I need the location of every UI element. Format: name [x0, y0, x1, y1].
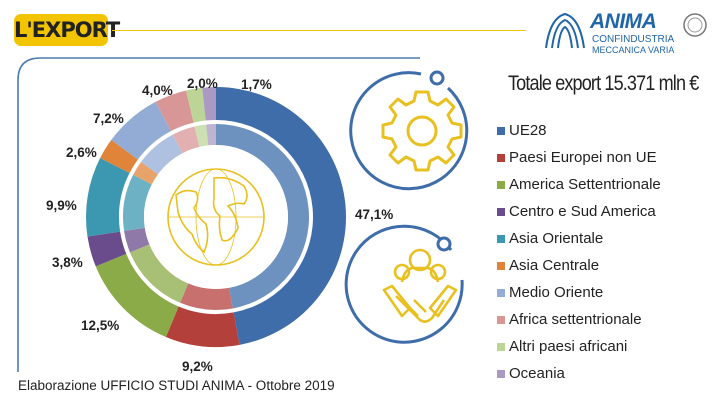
legend-item-asia-centrale: Asia Centrale: [497, 257, 707, 277]
donut-slice-asia-centrale: [100, 139, 138, 173]
donut-inner-slice-america-settentrionale: [129, 244, 189, 303]
value-label-asia-orientale: 9,9%: [46, 198, 77, 213]
footer-source: Elaborazione UFFICIO STUDI ANIMA - Ottob…: [18, 378, 335, 393]
legend-item-africa-settentrionale: Africa settentrionale: [497, 311, 707, 331]
legend-item-asia-orientale: Asia Orientale: [497, 230, 707, 250]
donut-inner-slice-medio-oriente: [141, 134, 183, 175]
logo-subtitle-2: MECCANICA VARIA: [592, 45, 675, 55]
value-label-centro-sud-america: 3,8%: [52, 255, 83, 270]
legend-item-centro-sud-america: Centro e Sud America: [497, 203, 707, 223]
donut-slice-asia-orientale: [86, 157, 130, 237]
donut-slice-medio-oriente: [111, 101, 171, 160]
legend-swatch: [497, 127, 505, 135]
donut-slice-centro-e-sud-america: [87, 231, 127, 267]
donut-inner-slice-paesi-europei-non-ue: [180, 283, 233, 310]
legend-swatch: [497, 235, 505, 243]
value-label-paesi-europei-non-ue: 9,2%: [182, 359, 213, 374]
donut-inner-slice-oceania: [206, 124, 216, 146]
handshake-icon: [344, 224, 464, 344]
legend-item-paesi-europei-non-ue: Paesi Europei non UE: [497, 149, 707, 169]
legend-item-oceania: Oceania: [497, 365, 707, 385]
legend-item-altri-paesi-africani: Altri paesi africani: [497, 338, 707, 358]
donut-inner-slice-ue28: [216, 124, 310, 309]
value-label-asia-centrale: 2,6%: [66, 145, 97, 160]
donut-inner-slice-altri-paesi-africani: [194, 124, 209, 147]
value-label-america-settentrionale: 12,5%: [81, 318, 120, 333]
donut-inner-slice-asia-orientale: [123, 174, 152, 231]
legend-item-medio-oriente: Medio Oriente: [497, 284, 707, 304]
donut-slice-paesi-europei-non-ue: [165, 306, 240, 347]
page-title: L'EXPORT: [14, 14, 120, 46]
donut-inner-slice-africa-settentrionale: [172, 126, 200, 154]
legend-item-ue28: UE28: [497, 122, 707, 142]
donut-slice-america-settentrionale: [95, 253, 179, 337]
legend-swatch: [497, 316, 505, 324]
frame-left-line: [17, 57, 41, 372]
total-export-label: Totale export 15.371 mln €: [508, 72, 699, 95]
anima-logo: ANIMA CONFINDUSTRIA MECCANICA VARIA: [542, 8, 712, 56]
logo-subtitle-1: CONFINDUSTRIA: [592, 34, 675, 45]
donut-inner-slice-centro-e-sud-america: [124, 227, 150, 253]
legend-swatch: [497, 154, 505, 162]
value-label-ue28: 47,1%: [355, 207, 394, 222]
legend-swatch: [497, 343, 505, 351]
value-label-oceania: 1,7%: [241, 77, 272, 92]
legend-swatch: [497, 289, 505, 297]
legend-swatch: [497, 262, 505, 270]
donut-slice-altri-paesi-africani: [186, 87, 206, 123]
confindustria-emblem-icon: [545, 12, 585, 49]
header: L'EXPORT ANIMA CONFINDUSTRIA MECCANICA V…: [0, 0, 717, 60]
legend-item-america-settentrionale: America Settentrionale: [497, 176, 707, 196]
value-label-medio-oriente: 7,2%: [93, 111, 124, 126]
header-divider: [112, 30, 526, 31]
donut-slice-ue28: [216, 87, 346, 345]
anima-seal-icon: [683, 13, 707, 37]
value-label-altri-paesi-africani: 2,0%: [187, 76, 218, 91]
legend-swatch: [497, 181, 505, 189]
legend-swatch: [497, 370, 505, 378]
donut-slice-africa-settentrionale: [155, 90, 194, 132]
globe-icon: [167, 168, 265, 266]
donut-chart: [86, 87, 346, 347]
donut-inner-slice-asia-centrale: [133, 161, 159, 185]
value-label-africa-settentrionale: 4,0%: [142, 83, 173, 98]
logo-name: ANIMA: [590, 10, 657, 33]
legend-swatch: [497, 208, 505, 216]
gear-icon: [349, 70, 469, 191]
donut-slice-oceania: [202, 87, 216, 121]
